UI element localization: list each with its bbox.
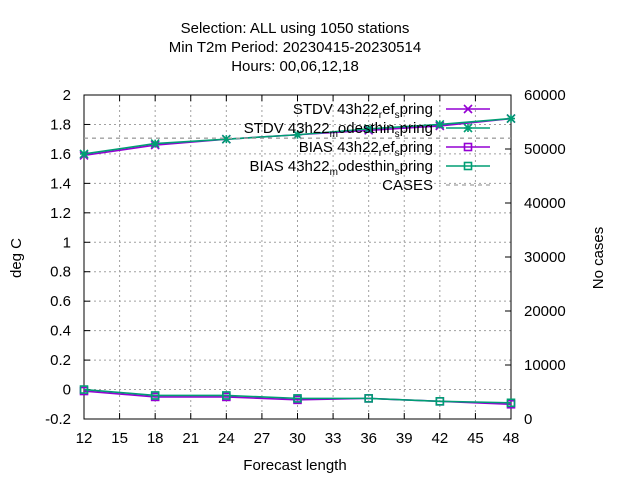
- title-line: Min T2m Period: 20230415-20230514: [169, 39, 421, 56]
- data-point: [463, 161, 473, 171]
- legend-label-part: r: [379, 148, 383, 159]
- legend-label: BIAS 43h22refspring: [299, 139, 433, 159]
- legend-label-part: s: [395, 148, 400, 159]
- x-tick-label: 33: [325, 430, 342, 447]
- chart-title: Selection: ALL using 1050 stations Min T2…: [169, 20, 421, 75]
- legend-label-part: STDV 43h22: [293, 101, 379, 118]
- data-point: [435, 397, 445, 406]
- legend-label-part: odesthin: [338, 158, 395, 175]
- y2-tick-label: 20000: [524, 303, 566, 320]
- y2-axis-label: No cases: [590, 227, 607, 290]
- y-tick-label: 1.6: [50, 146, 71, 163]
- x-tick-label: 39: [396, 430, 413, 447]
- axes: 12 15 18 21 24 27 30 33 36 39 42 45 48 2 1.8 1.6 1.4 1.2 1…: [45, 87, 566, 447]
- legend-label: STDV 43h22modesthinspring: [244, 120, 433, 140]
- x-tick-label: 45: [467, 430, 484, 447]
- data-point: [364, 124, 374, 134]
- legend-label-part: pring: [400, 120, 433, 137]
- y-axis-label: deg C: [8, 238, 25, 278]
- legend-label-part: ef: [382, 101, 395, 118]
- series-line: [83, 388, 512, 404]
- x-tick-label: 48: [503, 430, 520, 447]
- legend-label-part: pring: [400, 158, 433, 175]
- x-tick-label: 12: [76, 430, 93, 447]
- x-tick-label: 18: [147, 430, 164, 447]
- legend-label-part: odesthin: [338, 120, 395, 137]
- y-tick-label: 0.4: [50, 323, 71, 340]
- x-tick-label: 30: [289, 430, 306, 447]
- x-tick-label: 24: [218, 430, 235, 447]
- y-tick-label: 0: [63, 382, 71, 399]
- data-point: [463, 142, 473, 152]
- y2-tick-label: 50000: [524, 141, 566, 158]
- data-point: [150, 391, 160, 400]
- legend-label-part: s: [395, 167, 400, 178]
- y2-tick-label: 10000: [524, 357, 566, 374]
- y-tick-label: 1.4: [50, 175, 71, 192]
- data-point: [221, 134, 231, 144]
- data-point: [79, 385, 89, 394]
- legend-label-part: s: [395, 110, 400, 121]
- y-tick-label: 1.2: [50, 205, 71, 222]
- data-point: [435, 119, 445, 130]
- legend-label-part: CASES: [382, 177, 433, 194]
- x-axis-label: Forecast length: [243, 457, 346, 474]
- legend-label-part: STDV 43h22: [244, 120, 330, 137]
- legend-label-part: r: [379, 110, 383, 121]
- y-tick-label: 0.2: [50, 352, 71, 369]
- data-point: [364, 394, 373, 403]
- y2-tick-label: 0: [524, 411, 532, 428]
- data-point: [463, 104, 473, 114]
- x-tick-label: 21: [182, 430, 199, 447]
- legend-label-part: BIAS 43h22: [250, 158, 330, 175]
- title-line: Hours: 00,06,12,18: [231, 58, 359, 75]
- data-point: [293, 394, 302, 403]
- legend-label-part: ef: [382, 139, 395, 156]
- y2-tick-label: 30000: [524, 249, 566, 266]
- data-point: [463, 123, 473, 133]
- y-tick-label: 2: [63, 87, 71, 104]
- y-tick-label: 0.8: [50, 264, 71, 281]
- legend-label-part: BIAS 43h22: [299, 139, 379, 156]
- data-point: [506, 113, 516, 124]
- x-tick-label: 42: [431, 430, 448, 447]
- y-tick-label: -0.2: [45, 411, 71, 428]
- data-point: [150, 139, 160, 149]
- y-tick-label: 1: [63, 234, 71, 251]
- legend-label: BIAS 43h22modesthinspring: [250, 158, 433, 178]
- title-line: Selection: ALL using 1050 stations: [181, 20, 410, 37]
- data-point: [79, 149, 89, 159]
- data-point: [292, 130, 303, 140]
- y2-tick-label: 40000: [524, 195, 566, 212]
- y2-tick-label: 60000: [524, 87, 566, 104]
- legend-label-part: s: [395, 129, 400, 140]
- legend-label-part: pring: [400, 101, 433, 118]
- grid: [84, 95, 511, 419]
- series: [79, 113, 516, 409]
- x-tick-label: 27: [254, 430, 271, 447]
- x-tick-label: 15: [111, 430, 128, 447]
- y-tick-label: 0.6: [50, 293, 71, 310]
- legend-label-part: m: [330, 129, 338, 140]
- legend-label: STDV 43h22refspring: [293, 101, 433, 121]
- data-point: [222, 391, 231, 400]
- legend-label: CASES: [382, 177, 433, 194]
- data-point: [506, 398, 516, 408]
- x-tick-label: 36: [360, 430, 377, 447]
- legend-label-part: pring: [400, 139, 433, 156]
- y-tick-label: 1.8: [50, 116, 71, 133]
- legend-label-part: m: [330, 167, 338, 178]
